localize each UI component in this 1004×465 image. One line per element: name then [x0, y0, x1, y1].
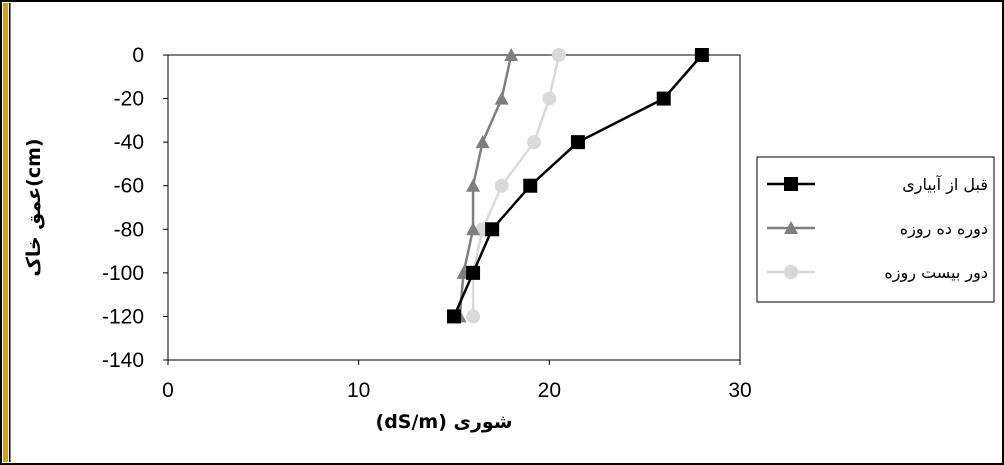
x-axis-ticks: 0 10 20 30 [162, 360, 752, 402]
data-point-triangle [494, 91, 509, 105]
x-tick-label: 30 [728, 379, 751, 402]
legend-label: دوره ده روزه [900, 219, 988, 239]
y-tick-label: 0 [132, 44, 144, 67]
legend-marker-circle [784, 265, 798, 279]
data-point-circle [466, 309, 481, 324]
x-tick-label: 10 [347, 379, 370, 402]
data-point-square [466, 265, 481, 280]
series-layer [447, 48, 709, 324]
legend-marker-square [784, 177, 798, 191]
data-point-circle [542, 91, 557, 106]
data-point-square [694, 48, 709, 62]
data-point-circle [494, 178, 509, 193]
left-stripe [3, 3, 8, 462]
legend-item: قبل از آبیاری [767, 175, 988, 195]
data-point-triangle [466, 222, 481, 236]
data-point-circle [527, 135, 542, 150]
legend: قبل از آبیاری دوره ده روزه دور بیست روزه [756, 156, 995, 303]
series-square [447, 48, 709, 324]
y-tick-label: -80 [114, 218, 144, 241]
y-tick-label: -20 [114, 88, 144, 111]
data-point-square [447, 309, 461, 324]
plot-area [167, 54, 741, 361]
legend-item: دور بیست روزه [767, 263, 988, 283]
y-tick-label: -100 [102, 262, 144, 285]
series-triangle [452, 48, 519, 323]
data-point-square [485, 222, 500, 237]
y-tick-label: -140 [102, 349, 144, 372]
data-point-square [656, 91, 671, 106]
data-point-square [523, 178, 538, 193]
y-axis-title: عمق خاک(cm) [23, 138, 45, 276]
y-tick-label: -40 [114, 131, 144, 154]
x-axis-title: (dS/m) شوری [376, 411, 513, 433]
data-point-triangle [466, 178, 481, 192]
legend-item: دوره ده روزه [767, 219, 988, 239]
y-axis-ticks: 0 -20 -40 -60 -80 -100 -120 -140 [102, 44, 168, 372]
data-point-circle [551, 48, 566, 62]
data-point-triangle [504, 48, 519, 61]
y-tick-label: -60 [114, 175, 144, 198]
x-tick-label: 0 [162, 379, 174, 402]
data-point-triangle [475, 135, 490, 149]
legend-label: دور بیست روزه [884, 263, 988, 283]
left-stripe-edge [9, 3, 11, 462]
x-tick-label: 20 [538, 379, 561, 402]
data-point-square [570, 135, 585, 150]
legend-marker-triangle [784, 221, 798, 234]
y-tick-label: -120 [102, 305, 144, 328]
legend-label: قبل از آبیاری [902, 175, 988, 195]
